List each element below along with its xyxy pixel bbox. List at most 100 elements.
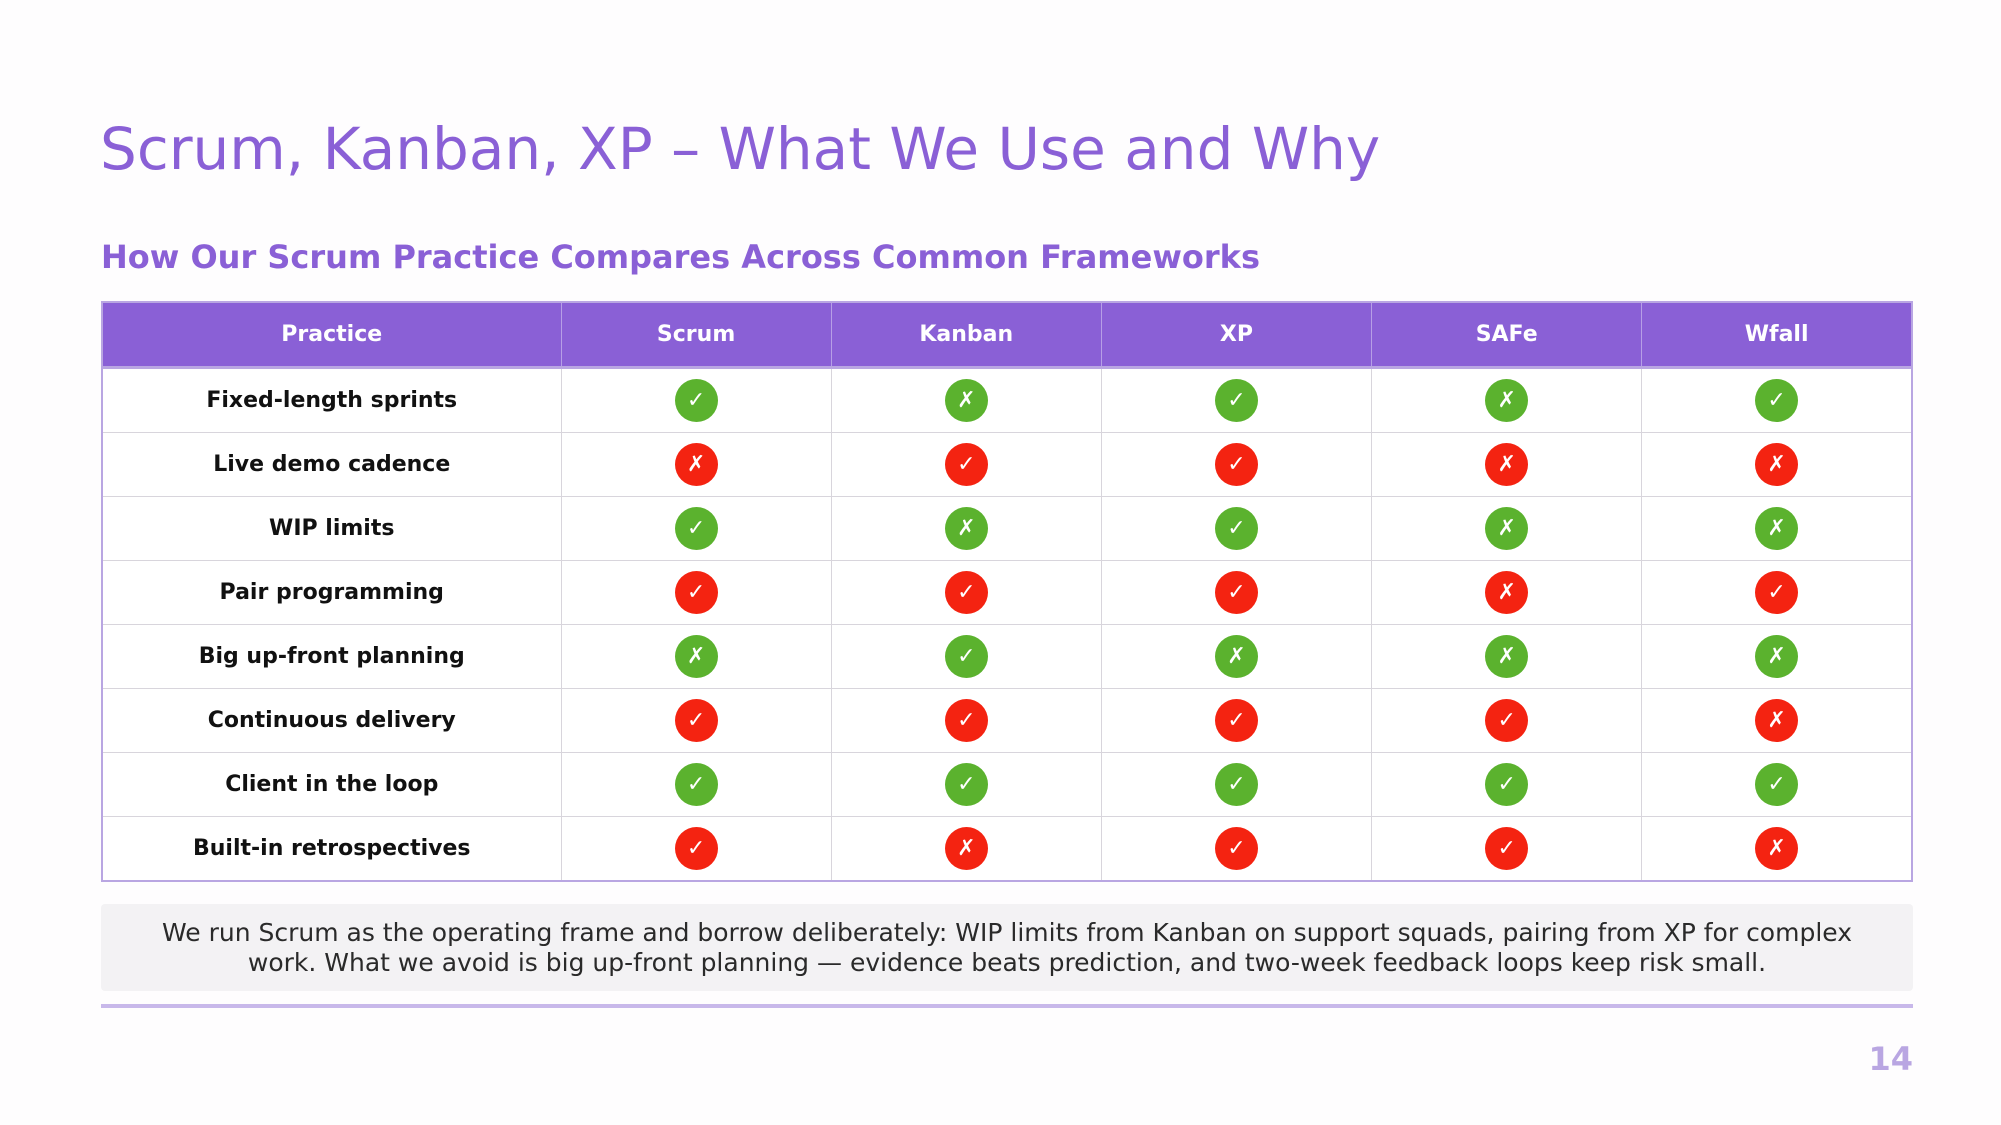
check-red-icon: ✓	[1485, 699, 1529, 742]
practice-label: Continuous delivery	[101, 688, 562, 753]
cross-red-icon: ✗	[1485, 443, 1529, 486]
column-header-scrum: Scrum	[560, 302, 832, 369]
practice-label: Big up-front planning	[101, 624, 562, 689]
cell-wfall: ✗	[1641, 496, 1913, 561]
check-red-icon: ✓	[944, 571, 988, 614]
cell-kanban: ✓	[830, 432, 1102, 497]
check-green-icon: ✓	[1214, 763, 1258, 806]
check-green-icon: ✓	[674, 379, 718, 422]
cross-red-icon: ✗	[944, 827, 988, 870]
cell-scrum: ✓	[560, 816, 832, 882]
practice-label: Pair programming	[101, 560, 562, 625]
cell-xp: ✗	[1100, 624, 1373, 689]
cell-wfall: ✓	[1641, 367, 1913, 433]
cell-safe: ✗	[1371, 496, 1643, 561]
cell-xp: ✓	[1100, 496, 1373, 561]
page-number: 14	[1868, 1040, 1913, 1078]
cell-scrum: ✗	[560, 624, 832, 689]
check-red-icon: ✓	[674, 827, 718, 870]
check-red-icon: ✓	[1214, 827, 1258, 870]
summary-text: We run Scrum as the operating frame and …	[161, 917, 1853, 977]
cell-scrum: ✗	[560, 432, 832, 497]
practice-label: Fixed-length sprints	[101, 367, 562, 433]
cell-safe: ✗	[1371, 624, 1643, 689]
check-green-icon: ✓	[1214, 379, 1258, 422]
cross-green-icon: ✗	[1485, 507, 1529, 550]
cross-green-icon: ✗	[1755, 507, 1799, 550]
footer-divider	[101, 1004, 1913, 1008]
cell-xp: ✓	[1100, 560, 1373, 625]
cross-green-icon: ✗	[944, 379, 988, 422]
table-row: Big up-front planning ✗ ✓ ✗ ✗ ✗	[101, 624, 1913, 689]
cell-wfall: ✓	[1641, 560, 1913, 625]
check-green-icon: ✓	[1755, 379, 1799, 422]
table-row: Client in the loop ✓ ✓ ✓ ✓ ✓	[101, 752, 1913, 817]
check-green-icon: ✓	[944, 763, 988, 806]
cross-green-icon: ✗	[674, 635, 718, 678]
cross-red-icon: ✗	[1755, 827, 1799, 870]
cell-safe: ✗	[1371, 560, 1643, 625]
cell-scrum: ✓	[560, 752, 832, 817]
table-row: Live demo cadence ✗ ✓ ✓ ✗ ✗	[101, 432, 1913, 497]
check-red-icon: ✓	[1214, 699, 1258, 742]
cell-safe: ✗	[1371, 432, 1643, 497]
cell-safe: ✗	[1371, 367, 1643, 433]
check-green-icon: ✓	[944, 635, 988, 678]
cell-safe: ✓	[1371, 752, 1643, 817]
cross-green-icon: ✗	[1755, 635, 1799, 678]
check-red-icon: ✓	[1755, 571, 1799, 614]
cross-green-icon: ✗	[1485, 379, 1529, 422]
practice-label: Live demo cadence	[101, 432, 562, 497]
cell-scrum: ✓	[560, 367, 832, 433]
slide-subtitle: How Our Scrum Practice Compares Across C…	[101, 238, 1260, 276]
cell-xp: ✓	[1100, 367, 1373, 433]
cell-kanban: ✗	[830, 816, 1102, 882]
table-header: Practice Scrum Kanban XP SAFe Wfall	[102, 302, 1912, 369]
check-green-icon: ✓	[1214, 507, 1258, 550]
header-row: Practice Scrum Kanban XP SAFe Wfall	[102, 302, 1912, 369]
cell-kanban: ✓	[830, 560, 1102, 625]
cell-kanban: ✗	[830, 496, 1102, 561]
check-red-icon: ✓	[674, 699, 718, 742]
cell-xp: ✓	[1100, 752, 1373, 817]
practice-label: WIP limits	[101, 496, 562, 561]
cross-red-icon: ✗	[1755, 443, 1799, 486]
cell-xp: ✓	[1100, 432, 1373, 497]
practice-label: Client in the loop	[101, 752, 562, 817]
check-green-icon: ✓	[674, 507, 718, 550]
table-body: Fixed-length sprints ✓ ✗ ✓ ✗ ✓ Live demo caden…	[101, 367, 1913, 882]
cross-red-icon: ✗	[674, 443, 718, 486]
cell-wfall: ✗	[1641, 688, 1913, 753]
column-header-xp: XP	[1100, 302, 1372, 369]
column-header-practice: Practice	[102, 302, 561, 369]
cell-wfall: ✗	[1641, 816, 1913, 882]
cell-scrum: ✓	[560, 688, 832, 753]
slide-title: Scrum, Kanban, XP – What We Use and Why	[100, 115, 1381, 183]
column-header-safe: SAFe	[1371, 302, 1642, 369]
practice-label: Built-in retrospectives	[101, 816, 562, 882]
cell-kanban: ✓	[830, 752, 1102, 817]
check-green-icon: ✓	[1485, 763, 1529, 806]
table-row: Built-in retrospectives ✓ ✗ ✓ ✓ ✗	[101, 816, 1913, 882]
check-red-icon: ✓	[944, 443, 988, 486]
cross-green-icon: ✗	[944, 507, 988, 550]
cross-red-icon: ✗	[1755, 699, 1799, 742]
cross-red-icon: ✗	[1485, 571, 1529, 614]
check-red-icon: ✓	[1214, 571, 1258, 614]
check-red-icon: ✓	[1485, 827, 1529, 870]
cell-xp: ✓	[1100, 688, 1373, 753]
table-row: Pair programming ✓ ✓ ✓ ✗ ✓	[101, 560, 1913, 625]
cell-scrum: ✓	[560, 560, 832, 625]
summary-callout: We run Scrum as the operating frame and …	[101, 904, 1913, 991]
cell-wfall: ✗	[1641, 432, 1913, 497]
check-green-icon: ✓	[1755, 763, 1799, 806]
cell-kanban: ✓	[830, 624, 1102, 689]
check-red-icon: ✓	[674, 571, 718, 614]
table-row: Continuous delivery ✓ ✓ ✓ ✓ ✗	[101, 688, 1913, 753]
cross-green-icon: ✗	[1485, 635, 1529, 678]
check-red-icon: ✓	[1214, 443, 1258, 486]
check-red-icon: ✓	[944, 699, 988, 742]
cell-kanban: ✗	[830, 367, 1102, 433]
cell-wfall: ✓	[1641, 752, 1913, 817]
check-green-icon: ✓	[674, 763, 718, 806]
